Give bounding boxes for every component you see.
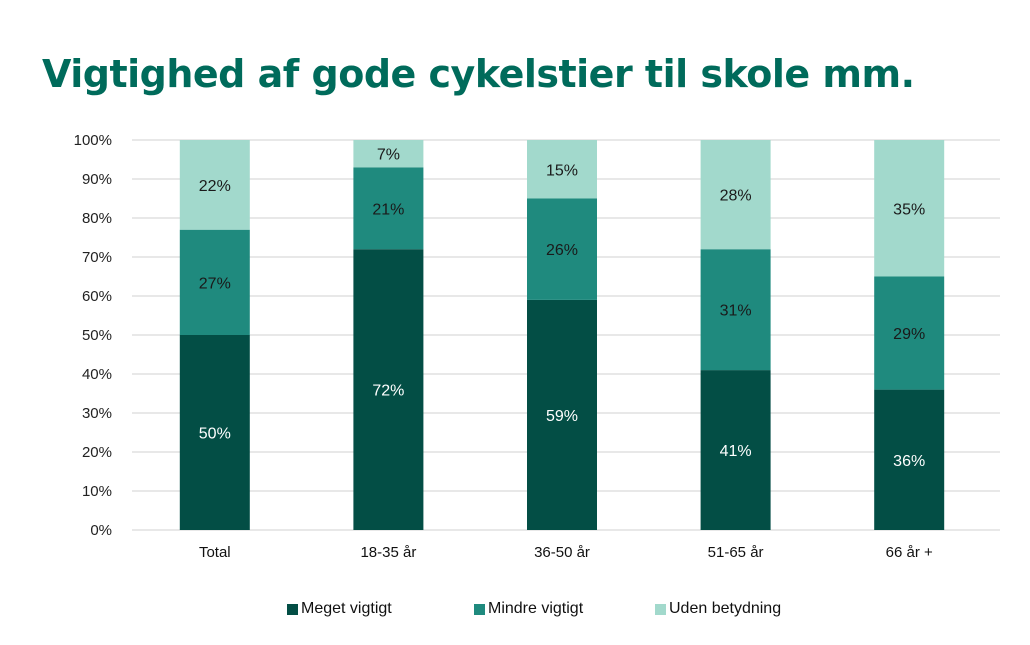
bar-segment (874, 276, 945, 390)
data-label: 72% (372, 383, 404, 400)
bar-segment (179, 335, 250, 530)
bar-segment (353, 249, 424, 530)
data-label: 27% (199, 275, 231, 292)
bar-segment (353, 140, 424, 168)
bar-segment (527, 140, 597, 199)
bar-segment (700, 140, 771, 250)
legend-label: Uden betydning (669, 600, 782, 617)
x-tick-label: 51-65 år (708, 544, 764, 561)
data-label: 36% (893, 453, 925, 470)
data-label: 22% (199, 178, 231, 195)
bar-segment (527, 299, 597, 530)
y-tick-label: 10% (82, 483, 112, 500)
y-tick-label: 0% (90, 522, 112, 539)
x-tick-label: 66 år + (886, 544, 933, 561)
legend-swatch (655, 603, 666, 615)
y-tick-label: 20% (82, 444, 112, 461)
x-tick-label: 18-35 år (360, 544, 416, 561)
bar-segment (527, 198, 597, 300)
data-label: 41% (720, 443, 752, 460)
bar-segment (874, 389, 945, 530)
bar-segment (179, 229, 250, 335)
x-tick-label: 36-50 år (534, 544, 590, 561)
y-tick-label: 70% (82, 249, 112, 266)
data-label: 29% (893, 326, 925, 343)
y-tick-label: 80% (82, 210, 112, 227)
legend-item-mindre-vigtigt: Mindre vigtigt (474, 600, 583, 618)
data-label: 50% (199, 426, 231, 443)
data-label: 15% (546, 162, 578, 179)
data-label: 35% (893, 201, 925, 218)
y-tick-label: 40% (82, 366, 112, 383)
legend-label: Meget vigtigt (301, 600, 392, 617)
y-tick-label: 30% (82, 405, 112, 422)
legend-item-uden-betydning: Uden betydning (655, 600, 781, 618)
x-tick-label: Total (199, 544, 231, 561)
y-tick-label: 90% (82, 171, 112, 188)
data-label: 31% (720, 303, 752, 320)
y-tick-label: 100% (74, 132, 112, 149)
y-tick-label: 50% (82, 327, 112, 344)
bar-segment (179, 140, 250, 230)
legend-swatch (287, 603, 298, 615)
data-label: 28% (720, 188, 752, 205)
legend-label: Mindre vigtigt (488, 600, 584, 617)
bar-segment (353, 167, 424, 250)
chart-title: Vigtighed af gode cykelstier til skole m… (42, 52, 915, 96)
bar-segment (874, 140, 945, 277)
bar-segment (700, 249, 771, 371)
data-label: 59% (546, 408, 578, 425)
legend-swatch (474, 603, 485, 615)
data-label: 21% (372, 201, 404, 218)
bar-segment (700, 370, 771, 530)
legend-item-meget-vigtigt: Meget vigtigt (287, 600, 392, 618)
data-label: 26% (546, 242, 578, 259)
legend: Meget vigtigt Mindre vigtigt Uden betydn… (0, 600, 1030, 622)
data-label: 7% (377, 147, 400, 164)
y-tick-label: 60% (82, 288, 112, 305)
